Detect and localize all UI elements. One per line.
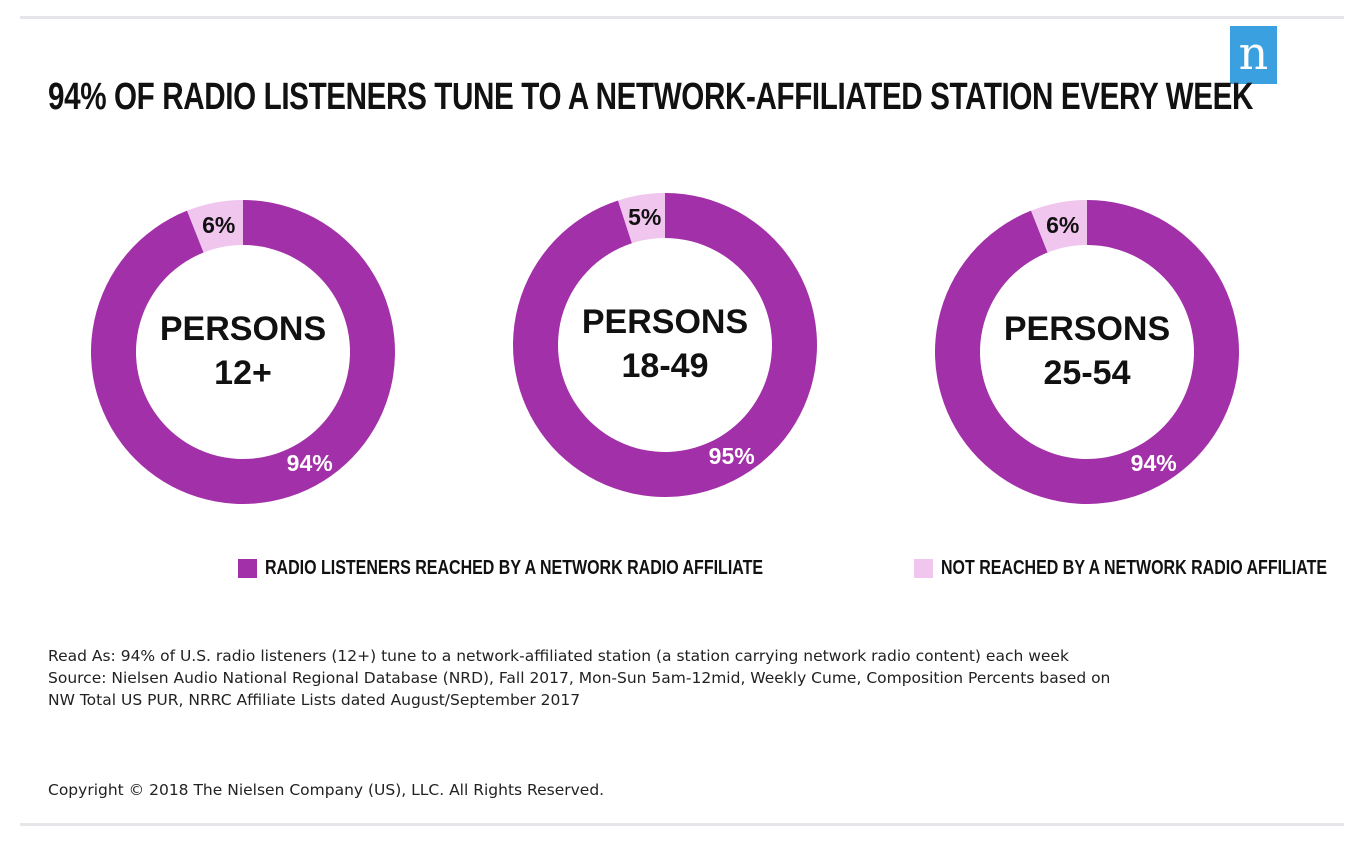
donut-1-slice-label-reached: 94%: [287, 450, 333, 476]
bottom-divider: [20, 823, 1344, 826]
donut-1-slice-label-not-reached: 6%: [202, 212, 235, 238]
nielsen-logo: n: [1230, 26, 1277, 84]
donut-3-slice-label-reached: 94%: [1131, 450, 1177, 476]
donut-1-center-label-line-2: 12+: [214, 354, 272, 392]
legend-item-reached: RADIO LISTENERS REACHED BY A NETWORK RAD…: [238, 557, 888, 580]
donut-2-slice-label-not-reached: 5%: [628, 204, 661, 230]
donut-2-slice-label-reached: 95%: [709, 443, 755, 469]
read-as-note: Read As: 94% of U.S. radio listeners (12…: [48, 647, 1069, 665]
legend-item-not-reached: NOT REACHED BY A NETWORK RADIO AFFILIATE: [913, 556, 1360, 580]
donut-3-slice-not-reached: [1031, 200, 1087, 253]
donut-3-center-label-line-2: 25-54: [1044, 354, 1131, 392]
legend-swatch-reached: [238, 558, 257, 578]
legend-label-not-reached: NOT REACHED BY A NETWORK RADIO AFFILIATE: [940, 556, 1327, 579]
donut-2-center-label-line-2: 18-49: [622, 347, 709, 385]
legend: RADIO LISTENERS REACHED BY A NETWORK RAD…: [238, 556, 1360, 580]
source-note-line-1: Source: Nielsen Audio National Regional …: [48, 669, 1111, 687]
legend-label-reached: RADIO LISTENERS REACHED BY A NETWORK RAD…: [265, 556, 764, 579]
donut-2-slice-reached: [512, 193, 817, 497]
footnotes: Read As: 94% of U.S. radio listeners (12…: [48, 645, 1248, 711]
copyright-notice: Copyright © 2018 The Nielsen Company (US…: [48, 781, 605, 799]
donut-1-slice-not-reached: [187, 200, 243, 253]
logo-letter: n: [1238, 26, 1269, 80]
donut-1-center-label-line-1: PERSONS: [160, 310, 326, 348]
donut-2-slice-not-reached: [618, 193, 665, 244]
donut-3-slice-reached: [935, 200, 1240, 504]
source-note-line-2: NW Total US PUR, NRRC Affiliate Lists da…: [48, 691, 581, 709]
donut-charts: 94% 6% PERSONS 12+ 95% 5% PERSONS 18-49 94% 6% PER…: [91, 193, 1240, 504]
donut-3-center-label-line-1: PERSONS: [1004, 310, 1170, 348]
donut-3-slice-label-not-reached: 6%: [1046, 212, 1079, 238]
legend-swatch-not-reached: [913, 558, 933, 578]
top-divider: [20, 16, 1344, 19]
donut-1-slice-reached: [91, 200, 396, 504]
donut-2-center-label-line-1: PERSONS: [582, 303, 748, 341]
